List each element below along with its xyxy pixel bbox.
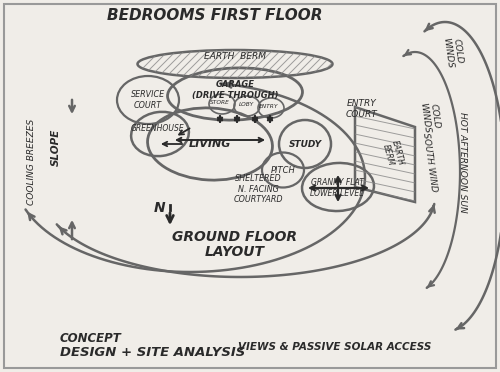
Text: GARAGE
(DRIVE THROUGH): GARAGE (DRIVE THROUGH) (192, 80, 278, 100)
Text: COOLING BREEZES: COOLING BREEZES (28, 119, 36, 205)
Text: SLOPE: SLOPE (51, 128, 61, 166)
Text: LAYOUT: LAYOUT (205, 245, 265, 259)
Text: EARTH
BERM: EARTH BERM (380, 139, 406, 169)
Text: SERVICE
COURT: SERVICE COURT (131, 90, 165, 110)
Text: COLD
WINDS: COLD WINDS (441, 35, 465, 69)
Text: ENTRY: ENTRY (259, 103, 279, 109)
Text: ENTRY
COURT: ENTRY COURT (346, 99, 378, 119)
Text: N: N (154, 201, 166, 215)
Text: CONCEPT: CONCEPT (60, 331, 122, 344)
Text: HOT AFTERNOON SUN: HOT AFTERNOON SUN (458, 112, 468, 212)
Text: GRANNY FLAT
LOWER LEVEL: GRANNY FLAT LOWER LEVEL (310, 178, 364, 198)
Text: LIVING: LIVING (189, 139, 231, 149)
Text: BEDROOMS FIRST FLOOR: BEDROOMS FIRST FLOOR (107, 7, 323, 22)
Text: DESIGN + SITE ANALYSIS: DESIGN + SITE ANALYSIS (60, 346, 245, 359)
Text: PITCH: PITCH (270, 166, 295, 174)
Text: COLD
WINDS: COLD WINDS (418, 100, 442, 134)
Text: GROUND FLOOR: GROUND FLOOR (172, 230, 298, 244)
Text: GREENHOUSE: GREENHOUSE (131, 124, 185, 132)
Text: EARTH  BERM: EARTH BERM (204, 51, 266, 61)
Text: SHELTERED
N. FACING
COURTYARD: SHELTERED N. FACING COURTYARD (233, 174, 283, 204)
Text: SOUTH WIND: SOUTH WIND (422, 132, 438, 192)
Text: STORE: STORE (210, 99, 230, 105)
Text: LOBY: LOBY (238, 102, 254, 106)
Text: STUDY: STUDY (288, 140, 322, 148)
PathPatch shape (355, 107, 415, 202)
Text: VIEWS & PASSIVE SOLAR ACCESS: VIEWS & PASSIVE SOLAR ACCESS (238, 342, 432, 352)
